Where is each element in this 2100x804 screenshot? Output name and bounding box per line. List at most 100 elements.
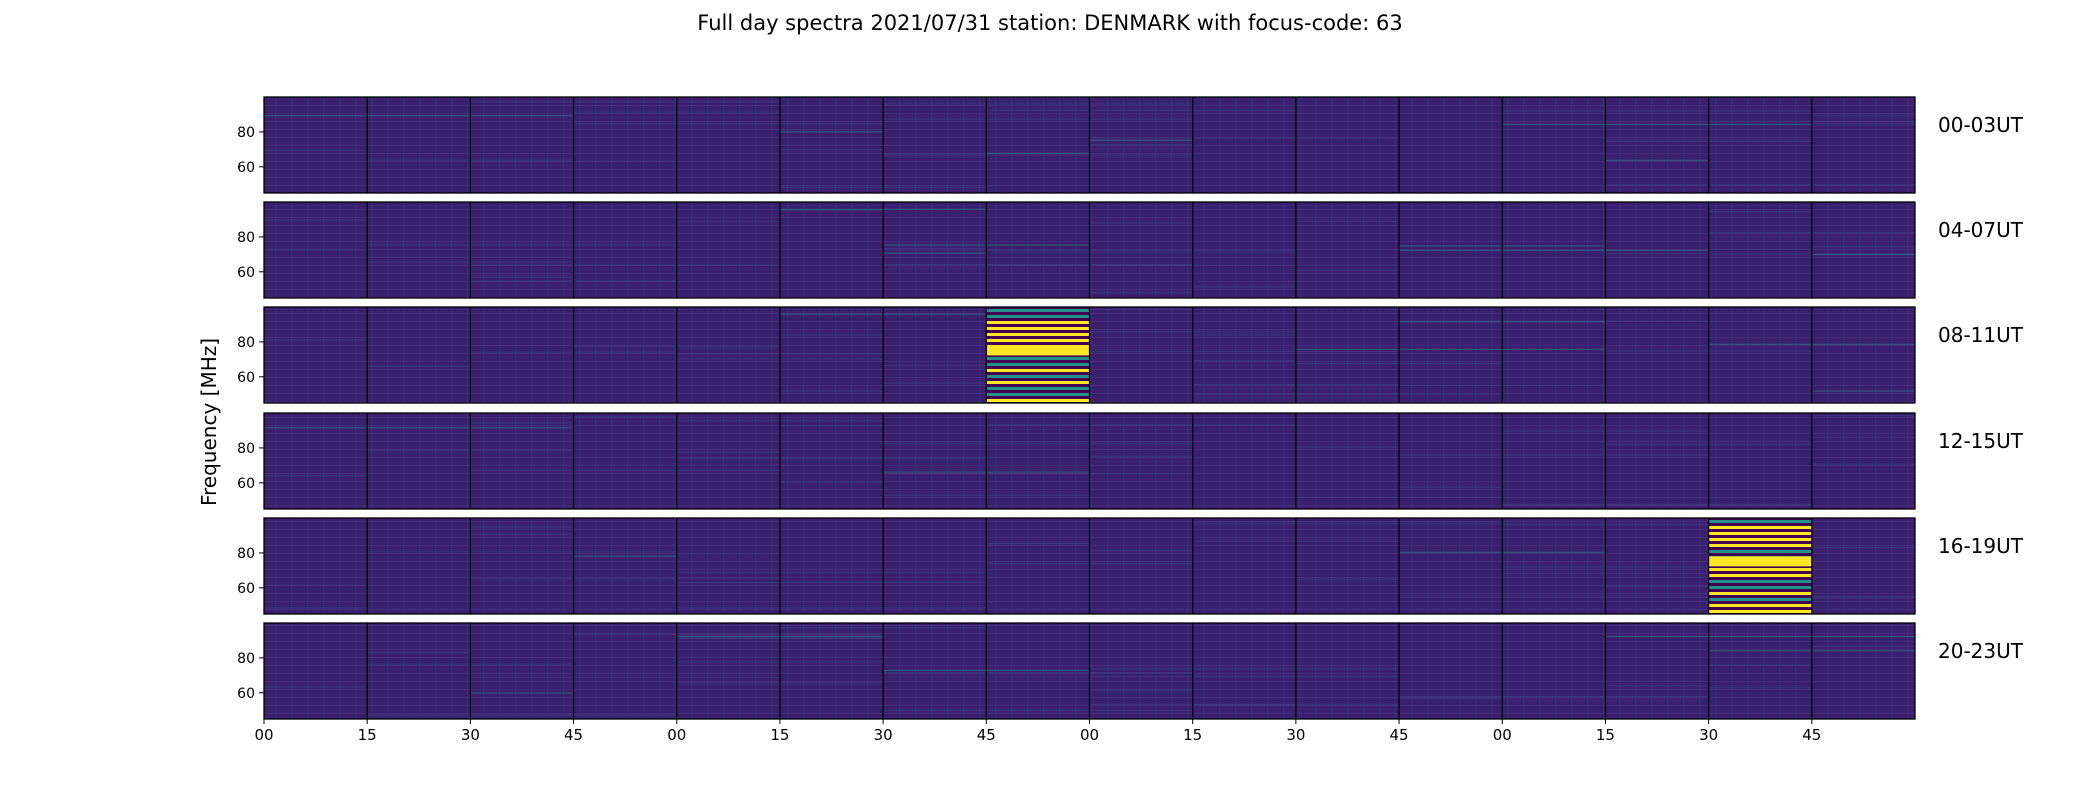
spectra-streak <box>779 334 884 336</box>
burst-band <box>1708 532 1812 535</box>
x-tick-label: 15 <box>1596 726 1615 744</box>
x-tick-label: 30 <box>461 726 480 744</box>
burst-band <box>1708 544 1812 547</box>
spectra-row: 60 80 00-03UT <box>237 96 2024 194</box>
spectra-streak <box>470 101 780 103</box>
spectra-streak <box>264 584 368 586</box>
spectra-streak <box>1089 350 1400 352</box>
spectra-streak <box>1089 675 1400 677</box>
spectra-streak <box>1399 454 1709 456</box>
burst-band <box>1708 592 1812 595</box>
spectra-streak <box>1811 437 1915 439</box>
spectra-rows: 60 80 00-03UT 60 80 04-07UT 60 80 08-11UT 60 80 12-… <box>237 96 2024 720</box>
spectra-streak <box>573 123 884 125</box>
burst-band <box>986 369 1090 372</box>
row-frame <box>263 306 1916 404</box>
y-tick-label: 80 <box>237 546 255 562</box>
spectra-streak <box>676 553 780 555</box>
spectra-row: 60 80 12-15UT <box>237 412 2024 510</box>
spectra-streak <box>883 154 1193 156</box>
spectra-streak <box>986 543 1090 545</box>
y-tick-label: 60 <box>237 476 255 492</box>
burst-band <box>1708 598 1812 601</box>
spectra-streak <box>264 249 368 251</box>
spectra-streak <box>676 571 987 573</box>
row-label: 12-15UT <box>1938 429 2024 453</box>
spectra-streak <box>1811 597 1915 599</box>
spectra-streak <box>264 115 574 117</box>
spectra-streak <box>1089 137 1400 139</box>
spectra-streak <box>1089 703 1400 705</box>
y-tick-label: 60 <box>237 581 255 597</box>
spectra-streak <box>779 425 884 427</box>
spectra-streak <box>883 473 1193 475</box>
spectra-streak <box>1295 348 1606 350</box>
spectra-streak <box>470 526 574 528</box>
x-tick-label: 45 <box>564 726 583 744</box>
spectra-streak <box>367 366 471 368</box>
spectra-streak <box>470 578 780 580</box>
y-tick-label: 60 <box>237 160 255 176</box>
spectra-streak <box>883 671 1193 673</box>
burst-band <box>986 381 1090 384</box>
spectra-streak <box>1089 222 1193 224</box>
spectra-streak <box>779 390 884 392</box>
spectra-streak <box>1811 415 1915 417</box>
spectra-streak <box>1089 455 1193 457</box>
spectra-streak <box>264 150 368 152</box>
y-tick-label: 80 <box>237 230 255 246</box>
x-tick-label: 15 <box>358 726 377 744</box>
burst-band <box>986 363 1090 366</box>
spectra-streak <box>1605 635 1915 637</box>
spectra-streak <box>1502 110 1812 112</box>
spectra-streak <box>779 209 884 211</box>
burst-band <box>986 333 1090 336</box>
spectra-streak <box>470 276 574 278</box>
burst-band <box>986 309 1090 312</box>
burst-band <box>1708 574 1812 577</box>
spectra-streak <box>779 481 884 483</box>
row-label: 08-11UT <box>1938 323 2024 347</box>
spectra-streak <box>676 457 987 459</box>
spectra-streak <box>1605 253 1915 255</box>
spectra-streak <box>986 152 1090 154</box>
spectra-streak <box>1192 286 1296 288</box>
spectra-streak <box>883 264 1193 266</box>
spectra-streak <box>883 710 1193 712</box>
spectra-streak <box>676 607 987 609</box>
spectra-streak <box>573 633 884 635</box>
x-tick-label: 45 <box>1802 726 1821 744</box>
spectra-streak <box>779 131 884 133</box>
spectra-streak <box>1399 320 1709 322</box>
x-axis: 00 15 30 45 00 15 30 45 00 15 30 45 00 15 30 45 <box>254 719 1821 744</box>
spectra-streak <box>573 416 677 418</box>
spectra-streak <box>1399 596 1709 598</box>
spectra-streak <box>1089 668 1400 670</box>
x-tick-label: 30 <box>1699 726 1718 744</box>
spectra-streak <box>1089 550 1193 552</box>
burst-band <box>986 393 1090 396</box>
spectra-streak <box>264 686 368 688</box>
spectra-streak <box>986 250 1296 252</box>
spectra-streak <box>676 221 780 223</box>
spectra-streak <box>470 469 780 471</box>
spectra-streak <box>1089 689 1193 691</box>
spectra-streak <box>1811 596 1915 598</box>
spectra-streak <box>986 424 1296 426</box>
y-tick-label: 80 <box>237 651 255 667</box>
y-tick-label: 60 <box>237 686 255 702</box>
spectra-streak <box>883 118 1193 120</box>
spectra-streak <box>1399 698 1503 700</box>
spectra-streak <box>676 582 987 584</box>
spectra-streak <box>676 451 780 453</box>
spectra-streak <box>1605 184 1915 186</box>
spectra-streak <box>470 264 780 266</box>
row-frame <box>263 96 1916 194</box>
burst-band <box>1708 586 1812 589</box>
spectra-streak <box>1295 269 1400 271</box>
spectra-streak <box>264 475 368 477</box>
spectra-streak <box>1295 220 1400 222</box>
spectra-streak <box>1192 360 1296 362</box>
burst-band <box>986 387 1090 390</box>
